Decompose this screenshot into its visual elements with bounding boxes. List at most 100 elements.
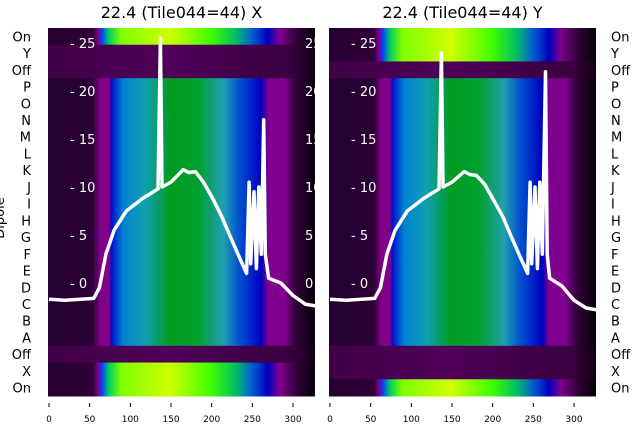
panel-title: 22.4 (Tile044=44) X [101, 3, 263, 22]
row-label: E [23, 265, 31, 280]
row-label: A [611, 331, 620, 346]
heatmap-row [48, 212, 315, 230]
row-label: C [611, 298, 620, 313]
heatmap-row [329, 312, 596, 330]
overlay-y-tick-label: - 5 [70, 229, 87, 244]
row-label: P [23, 81, 31, 96]
heatmap-row [329, 44, 596, 62]
row-label: G [21, 231, 31, 246]
heatmap-row [48, 128, 315, 146]
x-tick-label: 150 [162, 415, 179, 425]
heatmap-row [48, 362, 315, 380]
row-label: Off [12, 64, 32, 79]
row-label: I [611, 198, 615, 213]
heatmap-row [329, 212, 596, 230]
heatmap-row [48, 78, 315, 96]
row-label: P [611, 81, 619, 96]
overlay-line [329, 50, 598, 312]
heatmap-row [48, 28, 315, 46]
heatmap-row [329, 379, 596, 397]
x-tick-label: 0 [46, 415, 52, 425]
overlay-line [48, 36, 317, 308]
row-label: F [24, 248, 31, 263]
heatmap-row [329, 128, 596, 146]
heatmap-row [329, 295, 596, 313]
heatmap-row [329, 262, 596, 280]
overlay-y-tick-label: - 15 [70, 133, 95, 148]
row-label: X [611, 365, 620, 380]
overlay-y-tick-label: - 10 [70, 181, 95, 196]
row-label: D [611, 281, 621, 296]
row-label: I [27, 198, 31, 213]
panel-y: 22.4 (Tile044=44) Y On Y Off PONMLKJIHGFEDCB… [327, 3, 631, 425]
heatmap-row [329, 362, 596, 380]
overlay-y-tick-label: - 0 [351, 277, 368, 292]
heatmap-row [329, 78, 596, 96]
heatmap-row [329, 345, 596, 364]
row-label: L [611, 147, 619, 162]
heatmap-row [329, 245, 596, 263]
row-label: On [611, 30, 629, 45]
row-label: K [611, 164, 620, 179]
heatmap-row [329, 161, 596, 180]
x-tick-label: 0 [327, 415, 333, 425]
row-label: O [611, 97, 621, 112]
row-label: A [22, 331, 31, 346]
panel-gap [315, 28, 329, 396]
heatmap-row [48, 228, 315, 246]
heatmap-row [329, 28, 596, 46]
row-label: L [24, 147, 32, 162]
x-tick-label: 100 [122, 415, 139, 425]
heatmap-row [329, 195, 596, 213]
row-label: B [22, 315, 31, 330]
heatmap-row [48, 44, 315, 62]
overlay-y-tick-label: - 25 [70, 37, 95, 52]
x-tick-label: 150 [443, 415, 460, 425]
heatmap-row [48, 379, 315, 397]
row-label: E [611, 265, 619, 280]
row-label: M [20, 131, 31, 146]
row-label: Off [12, 348, 32, 363]
heatmap-row [48, 295, 315, 313]
row-label: G [611, 231, 621, 246]
overlay-y-tick-label: - 15 [351, 133, 376, 148]
row-label: On [13, 382, 31, 397]
x-tick-label: 250 [525, 415, 542, 425]
overlay-y-tick-label: - 20 [351, 85, 376, 100]
overlay-y-tick-label: - 20 [70, 85, 95, 100]
row-label: X [22, 365, 31, 380]
heatmap-row [48, 111, 315, 129]
heatmap-row [48, 262, 315, 280]
row-label: On [611, 382, 629, 397]
heatmap-row [329, 145, 596, 163]
row-label: Off [611, 64, 631, 79]
heatmap-row [48, 61, 315, 79]
heatmap-row [329, 278, 596, 297]
x-tick-label: 50 [84, 415, 96, 425]
heatmap-row [48, 312, 315, 330]
heatmap-row [48, 195, 315, 213]
panel-x: 22.4 (Tile044=44) X On Y Off PONMLKJIHGFEDCB… [12, 3, 322, 425]
row-label: On [13, 30, 31, 45]
row-label: D [21, 281, 31, 296]
row-label: O [21, 97, 31, 112]
overlay-y-tick-label: - 10 [351, 181, 376, 196]
overlay-y-tick-label-secondary: 0 [305, 277, 313, 292]
row-label: F [611, 248, 618, 263]
heatmap-row [329, 61, 596, 79]
x-tick-label: 250 [244, 415, 261, 425]
row-label: Off [611, 348, 631, 363]
row-label: M [611, 131, 622, 146]
heatmap-row [329, 329, 596, 347]
x-tick-label: 100 [403, 415, 420, 425]
heatmap-row [48, 245, 315, 263]
row-label: B [611, 315, 620, 330]
heatmap-row [48, 345, 315, 364]
row-label: K [22, 164, 31, 179]
x-tick-label: 200 [484, 415, 501, 425]
panel-title: 22.4 (Tile044=44) Y [382, 3, 543, 22]
heatmap-row [48, 94, 315, 113]
heatmap-row [48, 329, 315, 347]
row-label: C [22, 298, 31, 313]
